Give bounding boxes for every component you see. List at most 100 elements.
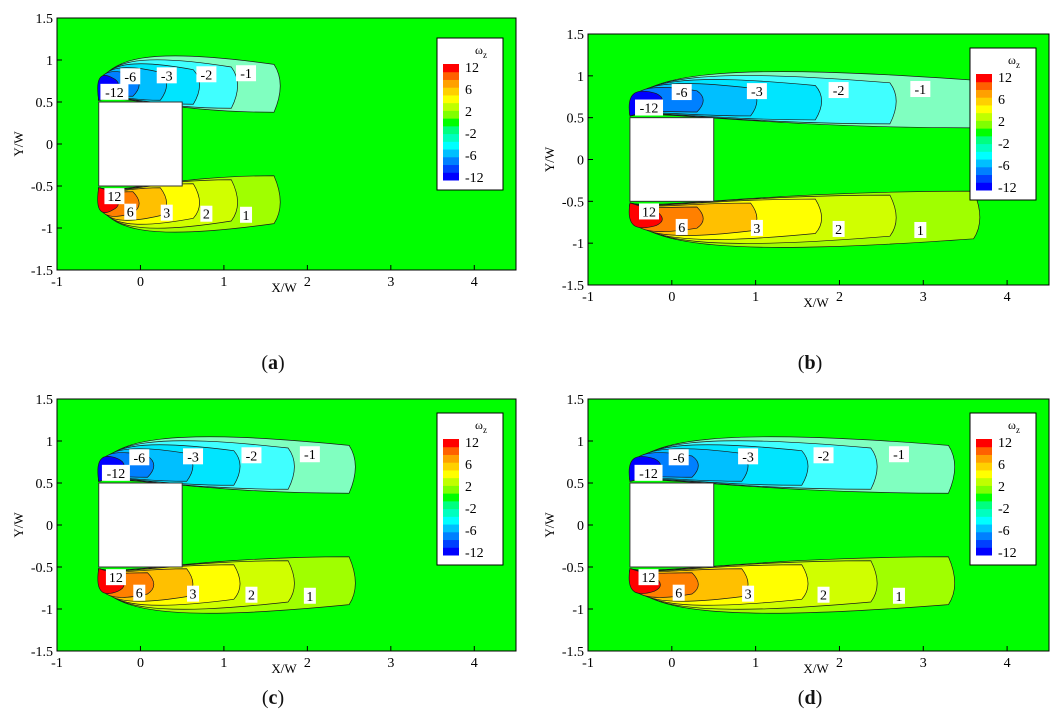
colorbar-swatch — [443, 508, 459, 517]
contour-label-text: 6 — [675, 587, 682, 602]
colorbar-swatch — [443, 64, 459, 73]
colorbar-swatch — [976, 166, 992, 176]
colorbar-swatch — [443, 531, 459, 541]
caption-c: (c) — [261, 687, 285, 709]
colorbar-swatch — [443, 524, 459, 533]
colorbar-swatch — [443, 516, 459, 525]
colorbar-swatch — [976, 135, 992, 145]
contour-label: 12 — [105, 569, 126, 586]
x-tick-label: 3 — [920, 290, 927, 305]
contour-label: 6 — [124, 203, 137, 221]
contour-label-box — [187, 585, 200, 602]
contour-label-text: 2 — [248, 589, 255, 604]
colorbar-label: 12 — [998, 436, 1012, 451]
colorbar-title: ω — [475, 418, 483, 432]
contour-label: 12 — [104, 188, 125, 205]
contour-label-text: 2 — [835, 223, 842, 238]
colorbar-label: -12 — [998, 546, 1017, 561]
contour-label: -1 — [910, 81, 931, 98]
colorbar-swatch — [976, 89, 992, 98]
contour-label-box — [129, 449, 150, 466]
contour-label-text: -3 — [742, 450, 754, 465]
colorbar-swatch — [976, 97, 992, 106]
x-tick-label: -1 — [51, 275, 63, 290]
x-tick-label: 0 — [137, 275, 144, 290]
colorbar-swatch — [443, 87, 459, 96]
y-tick-label: 1.5 — [567, 393, 585, 408]
y-axis-label: Y/W — [542, 512, 557, 538]
contour-label-box — [303, 587, 316, 604]
contour-label: 1 — [892, 587, 905, 605]
contour-label-box — [750, 219, 763, 236]
colorbar-swatch — [976, 493, 992, 502]
colorbar-title-sub: z — [1016, 60, 1020, 70]
contour-label-box — [124, 203, 137, 220]
contour-label-text: 1 — [243, 209, 250, 224]
contour-label-box — [892, 587, 905, 604]
contour-label-text: -1 — [915, 83, 927, 98]
colorbar-swatch — [976, 516, 992, 525]
contour-label: -3 — [183, 448, 204, 465]
y-axis-label: Y/W — [542, 146, 557, 172]
contour-label-box — [133, 584, 146, 601]
colorbar-label: -12 — [998, 181, 1017, 196]
contour-label: 12 — [638, 569, 659, 586]
contour-label-box — [672, 584, 685, 601]
contour-label-text: 6 — [136, 587, 143, 602]
contour-label-box — [120, 68, 141, 85]
colorbar-title-sub: z — [483, 50, 487, 60]
contour-label-text: 3 — [190, 588, 197, 603]
x-axis-label: X/W — [803, 661, 829, 676]
contour-label-box — [638, 569, 659, 586]
contour-label-text: -1 — [304, 448, 316, 463]
contour-label-box — [671, 84, 692, 101]
colorbar-swatch — [443, 102, 459, 111]
contour-label-text: 12 — [107, 190, 121, 205]
y-tick-label: 1.5 — [567, 28, 585, 43]
contour-label: -6 — [668, 449, 689, 466]
contour-label: -3 — [738, 448, 759, 465]
contour-label: -2 — [828, 82, 849, 99]
colorbar-swatch — [976, 112, 992, 121]
contour-label-box — [245, 586, 258, 603]
contour-label-text: -12 — [105, 86, 124, 101]
y-tick-label: 1.5 — [36, 393, 54, 408]
contour-label-text: -6 — [133, 451, 145, 466]
colorbar-swatch — [443, 454, 459, 463]
contour-label-box — [241, 447, 262, 464]
colorbar-label: 6 — [998, 93, 1005, 108]
contour-label-text: 1 — [306, 590, 313, 605]
y-tick-label: 1 — [577, 70, 584, 85]
contour-label-text: -12 — [640, 102, 659, 117]
contour-label-box — [639, 203, 660, 220]
colorbar-label: -6 — [998, 524, 1010, 539]
contour-label-box — [817, 586, 830, 603]
contour-label-box — [634, 464, 663, 481]
contour-label-text: -3 — [187, 450, 199, 465]
contour-label: -3 — [156, 67, 177, 84]
y-tick-label: -1.5 — [562, 645, 584, 660]
colorbar-label: -12 — [465, 171, 484, 186]
contour-label: 3 — [742, 585, 755, 603]
colorbar-label: 12 — [465, 61, 479, 76]
colorbar-label: 6 — [998, 458, 1005, 473]
y-tick-label: 0.5 — [567, 112, 585, 127]
contour-label-box — [156, 67, 177, 84]
y-tick-label: 0 — [46, 138, 53, 153]
colorbar-title-sub: z — [1016, 425, 1020, 435]
colorbar-swatch — [976, 454, 992, 463]
contour-label: -6 — [671, 84, 692, 101]
colorbar-swatch — [976, 81, 992, 90]
x-tick-label: 3 — [387, 656, 394, 671]
colorbar-swatch — [976, 462, 992, 471]
square-cylinder — [629, 482, 715, 568]
contour-label-box — [200, 205, 213, 222]
contour-label: -2 — [241, 447, 262, 464]
contour-label-box — [910, 81, 931, 98]
colorbar-swatch — [976, 143, 992, 152]
colorbar-swatch — [443, 149, 459, 158]
colorbar-swatch — [976, 539, 992, 548]
